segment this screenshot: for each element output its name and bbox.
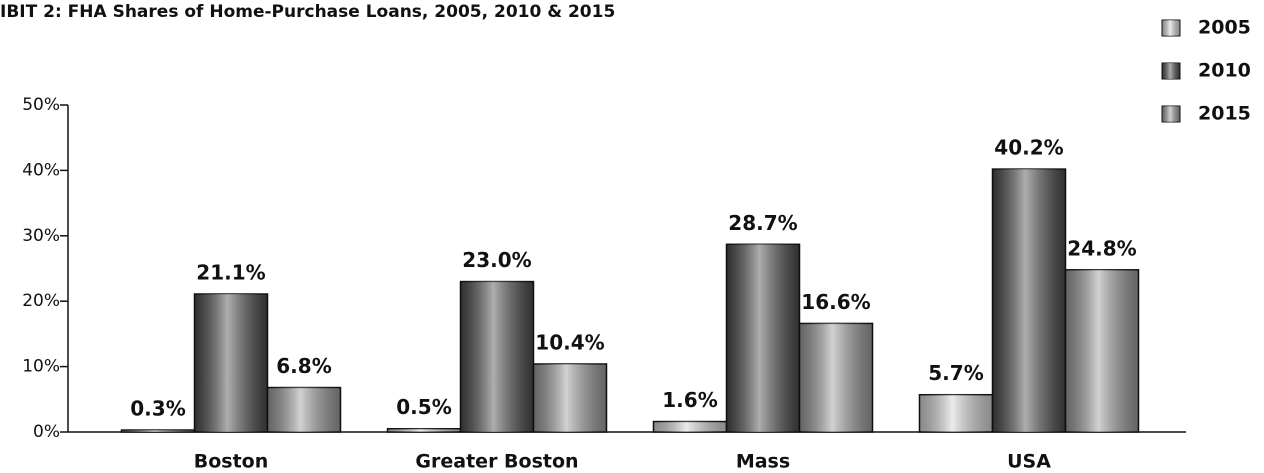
legend-shine [1162,106,1180,122]
value-label: 0.5% [396,395,451,419]
value-label: 6.8% [276,354,331,378]
bar [386,427,462,433]
legend-shine [1162,63,1180,79]
y-tick-label: 10% [22,357,60,377]
legend-label: 2010 [1198,60,1251,82]
x-tick-label: Mass [736,451,790,473]
bar [193,293,269,433]
value-label: 21.1% [196,261,265,285]
bar [459,280,535,433]
x-tick-label: USA [1007,451,1051,473]
y-tick-label: 40% [22,160,60,180]
value-label: 1.6% [662,388,717,412]
y-tick-label: 20% [22,291,60,311]
legend-label: 2005 [1198,17,1251,39]
x-tick-label: Greater Boston [415,451,578,473]
value-label: 16.6% [801,290,870,314]
y-tick-label: 30% [22,226,60,246]
legend-label: 2015 [1198,103,1251,125]
value-label: 23.0% [462,248,531,272]
chart-title: IBIT 2: FHA Shares of Home-Purchase Loan… [0,2,615,22]
bar [725,243,801,433]
bar [532,363,608,433]
bar [798,322,874,433]
legend-shine [1162,20,1180,36]
value-label: 10.4% [535,330,604,354]
bar [652,420,728,433]
x-tick-label: Boston [194,451,269,473]
bar [1064,269,1140,433]
value-label: 0.3% [130,397,185,421]
bar [266,386,342,433]
value-label: 28.7% [728,211,797,235]
bar [991,168,1067,433]
bar [120,429,196,433]
value-label: 5.7% [928,361,983,385]
value-label: 40.2% [994,136,1063,160]
y-tick-label: 0% [33,422,60,442]
bar [918,393,994,433]
value-label: 24.8% [1067,236,1136,260]
y-tick-label: 50% [22,95,60,115]
